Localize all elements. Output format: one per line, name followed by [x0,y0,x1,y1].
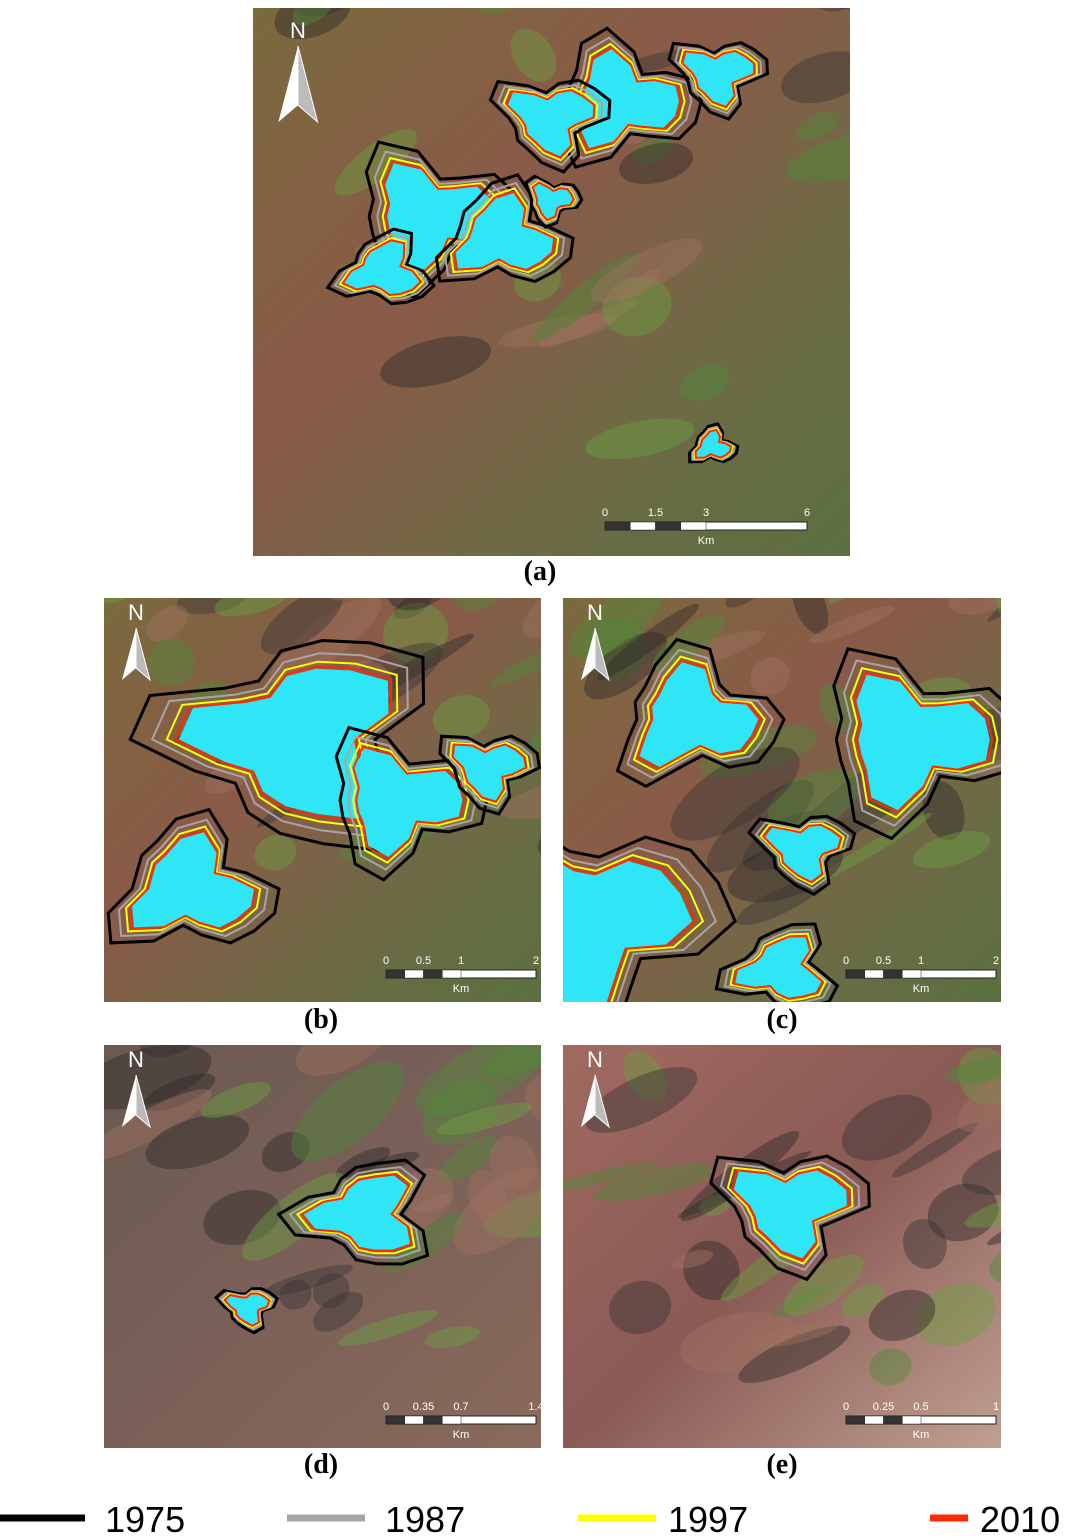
scale-segment [630,522,655,530]
scale-segment [386,970,405,978]
panel-label: (e) [766,1449,797,1480]
scale-segment [846,1416,865,1424]
scale-tick-label: 1 [458,955,464,967]
scale-segment [846,970,865,978]
scale-segment [442,1416,461,1424]
legend-label: 1987 [385,1499,465,1540]
terrain [644,0,717,4]
north-label: N [128,600,144,625]
terrain [903,231,1045,324]
scale-tick-label: 0 [843,955,849,967]
scale-segment [405,1416,424,1424]
legend-label: 1997 [668,1499,748,1540]
scale-tick-label: 0.5 [913,1401,928,1413]
panel-label: (d) [304,1449,338,1480]
scale-segment [884,1416,903,1424]
scale-unit: Km [913,983,930,995]
terrain [984,549,1078,627]
scale-segment [424,1416,443,1424]
scale-segment [902,970,921,978]
scale-tick-label: 1.4 [528,1401,543,1413]
scale-tick-label: 6 [804,507,810,519]
scale-tick-label: 0 [383,955,389,967]
terrain [1001,1102,1045,1163]
scale-tick-label: 0.25 [873,1401,894,1413]
figure: N 0 1.5 3 6 Km (a) N 0 0.5 1 2 Km (b) N 0 0.5 1 2 Km (c) N 0 0.… [0,0,1078,1540]
north-label: N [128,1047,144,1072]
scale-tick-label: 0.35 [413,1401,434,1413]
scale-segment [902,1416,921,1424]
scale-unit: Km [698,535,715,547]
scale-segment [405,970,424,978]
terrain [1054,775,1078,814]
terrain [1002,794,1078,857]
terrain [1020,1120,1061,1146]
scale-unit: Km [913,1429,930,1441]
scale-tick-label: 3 [703,507,709,519]
scale-segment [884,970,903,978]
scale-segment [605,522,630,530]
scale-unit: Km [453,983,470,995]
scale-tick-label: 0 [383,1401,389,1413]
panel-label: (c) [766,1004,797,1035]
scale-segment [424,970,443,978]
scale-tick-label: 0.7 [453,1401,468,1413]
legend-label: 1975 [105,1499,185,1540]
scale-tick-label: 0 [602,507,608,519]
scale-tick-label: 1 [993,1401,999,1413]
scale-unit: Km [453,1429,470,1441]
terrain [877,111,923,154]
north-label: N [587,1047,603,1072]
north-label: N [290,18,306,43]
scale-tick-label: 1.5 [648,507,663,519]
scale-segment [656,522,681,530]
scale-segment [865,970,884,978]
scale-tick-label: 1 [918,955,924,967]
scale-tick-label: 2 [533,955,539,967]
panel-label: (a) [524,556,557,587]
scale-segment [865,1416,884,1424]
panel-label: (b) [304,1004,338,1035]
scale-segment [681,522,706,530]
north-label: N [587,600,603,625]
legend-label: 2010 [980,1499,1060,1540]
scale-segment [442,970,461,978]
scale-tick-label: 0.5 [416,955,431,967]
terrain [664,0,737,1]
scale-tick-label: 0.5 [876,955,891,967]
map-panel: N 0 1.5 3 6 Km [253,0,1045,556]
scale-segment [386,1416,405,1424]
scale-tick-label: 2 [993,955,999,967]
scale-tick-label: 0 [843,1401,849,1413]
